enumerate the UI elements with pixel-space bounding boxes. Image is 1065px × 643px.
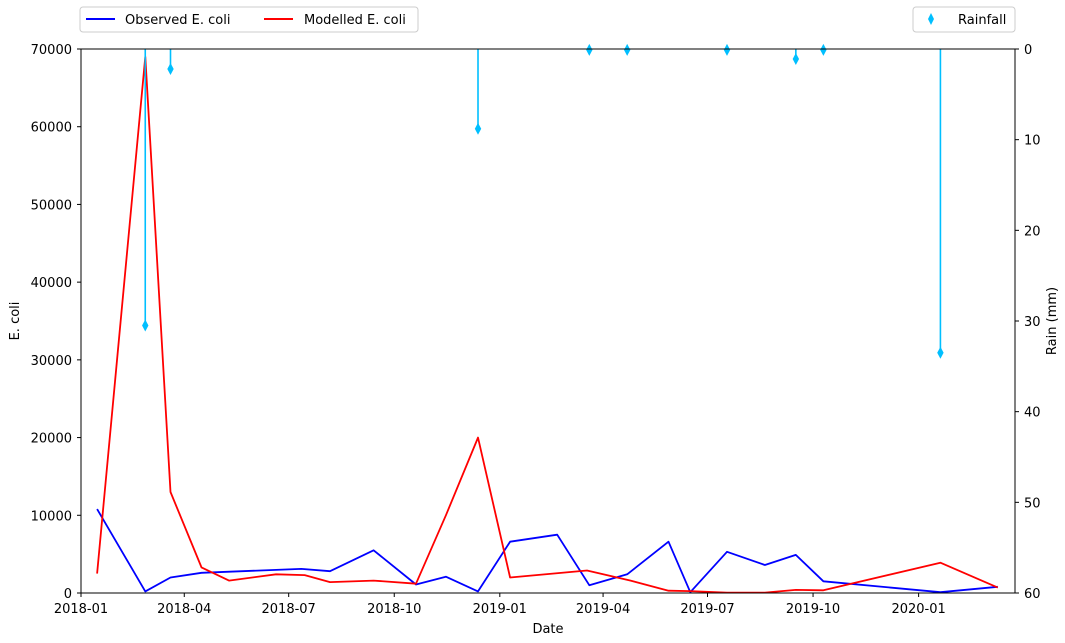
x-tick-label: 2018-01 xyxy=(54,602,108,617)
rainfall-marker xyxy=(586,43,593,56)
legend-observed-label: Observed E. coli xyxy=(125,13,230,28)
y2-tick-label: 50 xyxy=(1024,496,1041,511)
rainfall-marker xyxy=(723,43,731,56)
y2-tick-label: 40 xyxy=(1024,406,1041,421)
x-tick-label: 2018-04 xyxy=(157,602,211,617)
y2-tick-label: 0 xyxy=(1024,43,1032,58)
rainfall-marker xyxy=(474,122,482,135)
rainfall-marker xyxy=(167,62,174,75)
y-tick-label: 60000 xyxy=(31,121,72,136)
legend-right-frame xyxy=(912,6,1016,33)
x-tick-label: 2018-07 xyxy=(262,602,316,617)
legend-left-frame xyxy=(79,6,419,33)
plot-frame xyxy=(80,48,1016,594)
y-axis-left: 0 10000 20000 30000 40000 50000 60000 70000 xyxy=(31,43,81,602)
x-tick-label: 2020-01 xyxy=(891,602,945,617)
y2-tick-label: 30 xyxy=(1024,315,1041,330)
legend-right: Rainfall xyxy=(912,6,1016,33)
x-axis-label: Date xyxy=(532,622,563,637)
y-tick-label: 10000 xyxy=(31,509,72,524)
y2-tick-label: 20 xyxy=(1024,224,1041,239)
rainfall-marker xyxy=(142,319,149,332)
y-axis-label: E. coli xyxy=(8,302,23,341)
y-axis-right: 0 10 20 30 40 50 60 xyxy=(1015,43,1041,602)
x-tick-label: 2019-07 xyxy=(680,602,734,617)
rainfall-marker xyxy=(937,346,944,359)
x-tick-label: 2018-10 xyxy=(367,602,421,617)
x-tick-label: 2019-04 xyxy=(576,602,630,617)
y-tick-label: 70000 xyxy=(31,43,72,58)
x-axis: 2018-01 2018-04 2018-07 2018-10 2019-01 2019-… xyxy=(54,593,946,617)
y-tick-label: 30000 xyxy=(31,354,72,369)
legend-rainfall-label: Rainfall xyxy=(958,13,1006,28)
legend-rainfall-marker xyxy=(928,13,934,25)
rainfall-marker xyxy=(820,43,827,56)
legend-modelled-label: Modelled E. coli xyxy=(304,13,406,28)
y-tick-label: 40000 xyxy=(31,276,72,291)
x-tick-label: 2019-10 xyxy=(786,602,840,617)
rainfall-marker xyxy=(792,52,800,65)
legend-left: Observed E. coli Modelled E. coli xyxy=(79,6,419,33)
y2-tick-label: 60 xyxy=(1024,587,1041,602)
y2-axis-label: Rain (mm) xyxy=(1045,287,1060,355)
y-tick-label: 20000 xyxy=(31,432,72,447)
x-tick-label: 2019-01 xyxy=(473,602,527,617)
modelled-ecoli-line xyxy=(96,55,999,594)
rainfall-marker xyxy=(623,43,631,56)
y-tick-label: 0 xyxy=(64,587,72,602)
observed-ecoli-line xyxy=(96,508,998,594)
y2-tick-label: 10 xyxy=(1024,134,1041,149)
y-tick-label: 50000 xyxy=(31,198,72,213)
